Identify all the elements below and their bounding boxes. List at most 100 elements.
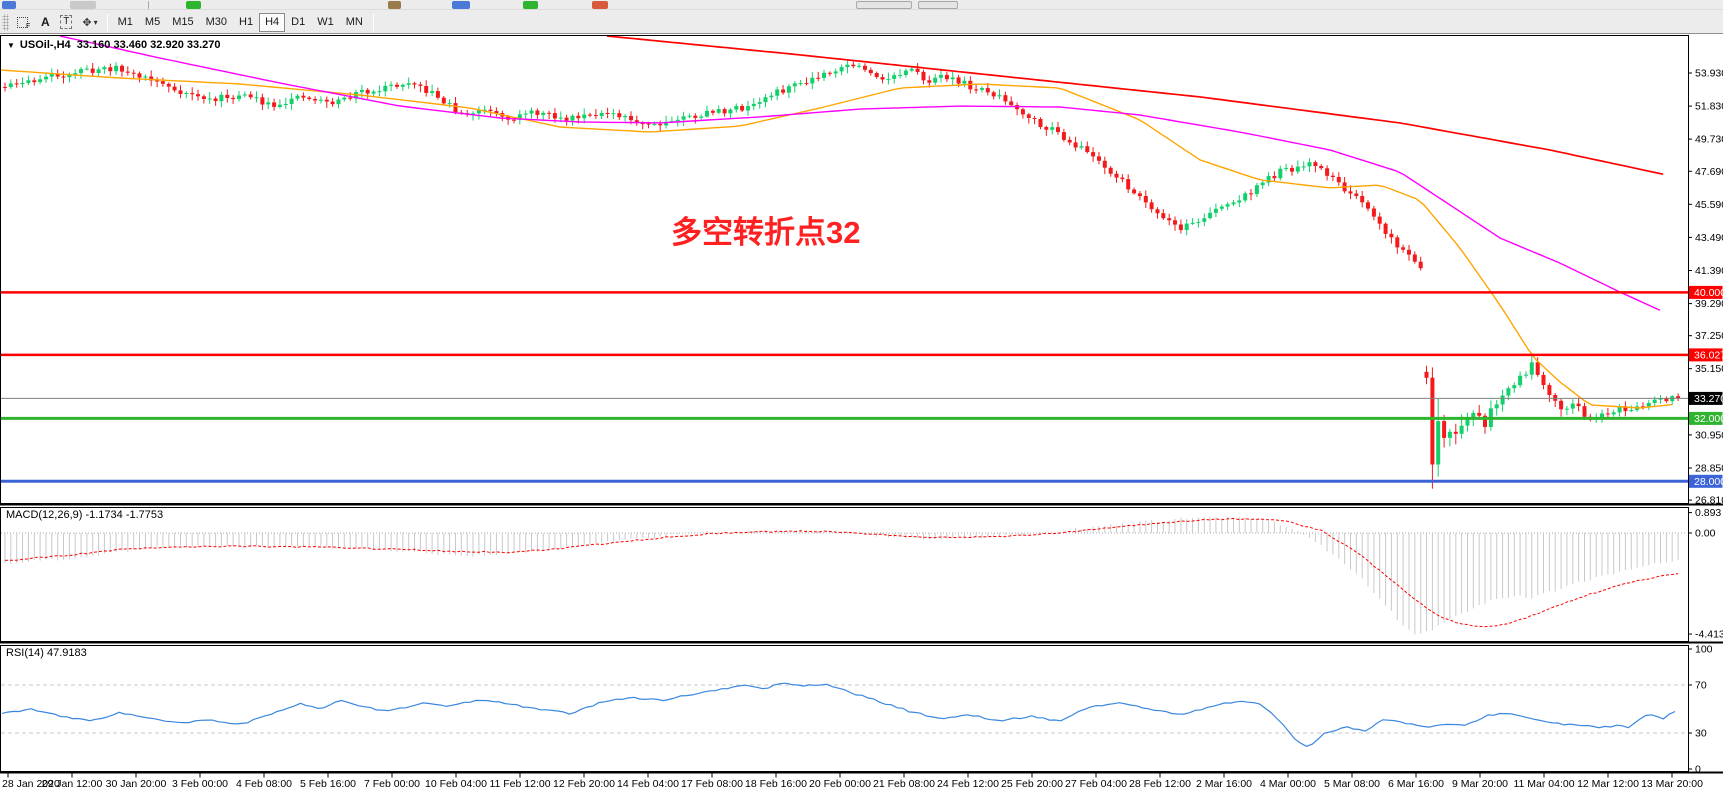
svg-text:28 Feb 12:00: 28 Feb 12:00 bbox=[1129, 778, 1191, 790]
svg-text:11 Feb 12:00: 11 Feb 12:00 bbox=[489, 778, 550, 790]
text-label-tool-button[interactable]: T bbox=[55, 13, 77, 32]
svg-text:30 Jan 20:00: 30 Jan 20:00 bbox=[106, 778, 167, 790]
chart-dropdown-arrow-icon[interactable]: ▼ bbox=[7, 40, 15, 50]
svg-text:18 Feb 16:00: 18 Feb 16:00 bbox=[745, 778, 807, 790]
toolbar-drag-handle[interactable] bbox=[2, 13, 9, 31]
timeframe-h1[interactable]: H1 bbox=[233, 13, 259, 32]
timeframe-m15[interactable]: M15 bbox=[166, 13, 199, 32]
svg-text:21 Feb 08:00: 21 Feb 08:00 bbox=[873, 778, 935, 790]
svg-text:29 Jan 12:00: 29 Jan 12:00 bbox=[42, 778, 103, 790]
price-level-label bbox=[1688, 411, 1723, 425]
shapes-dropdown-button[interactable]: ✥ ▾ bbox=[77, 13, 102, 32]
toolbar-separator bbox=[372, 13, 374, 31]
timeframe-mn[interactable]: MN bbox=[340, 13, 369, 32]
svg-text:12 Mar 12:00: 12 Mar 12:00 bbox=[1577, 778, 1639, 790]
macd-panel bbox=[1, 517, 1687, 635]
svg-text:53.930: 53.930 bbox=[1695, 68, 1723, 80]
svg-text:6 Mar 16:00: 6 Mar 16:00 bbox=[1388, 778, 1444, 790]
partial-button[interactable] bbox=[856, 1, 912, 9]
svg-text:9 Mar 20:00: 9 Mar 20:00 bbox=[1452, 778, 1508, 790]
svg-text:40.000: 40.000 bbox=[1694, 287, 1723, 299]
price-level-label bbox=[1688, 391, 1723, 405]
toolbar-row-main: F A T ✥ ▾ M1 M5 M15 M30 H1 H4 D1 W1 MN bbox=[0, 11, 378, 33]
svg-text:4 Feb 08:00: 4 Feb 08:00 bbox=[236, 778, 292, 790]
svg-text:28 Jan 2020: 28 Jan 2020 bbox=[2, 778, 60, 790]
f-label: F bbox=[26, 22, 31, 30]
template-f-icon-button[interactable]: F bbox=[12, 13, 35, 32]
axes: 53.930 51.830 49.730 47.690 45.590 43.490 41.3… bbox=[2, 68, 1723, 791]
svg-text:20 Feb 00:00: 20 Feb 00:00 bbox=[809, 778, 871, 790]
svg-text:36.027: 36.027 bbox=[1694, 349, 1723, 361]
svg-text:47.690: 47.690 bbox=[1695, 166, 1723, 178]
svg-text:37.250: 37.250 bbox=[1695, 330, 1723, 342]
price-level-label bbox=[1688, 285, 1723, 299]
timeframe-d1[interactable]: D1 bbox=[285, 13, 311, 32]
partial-icon[interactable] bbox=[388, 1, 401, 9]
partial-arrow-icon[interactable] bbox=[523, 1, 538, 9]
svg-text:25 Feb 20:00: 25 Feb 20:00 bbox=[1001, 778, 1063, 790]
svg-text:28.000: 28.000 bbox=[1694, 476, 1723, 488]
svg-text:5 Mar 08:00: 5 Mar 08:00 bbox=[1324, 778, 1380, 790]
dotted-box-icon bbox=[17, 16, 28, 28]
toolbar: F A T ✥ ▾ M1 M5 M15 M30 H1 H4 D1 W1 MN bbox=[0, 0, 1723, 34]
svg-text:70: 70 bbox=[1695, 680, 1707, 692]
svg-text:45.590: 45.590 bbox=[1695, 199, 1723, 211]
svg-text:3 Feb 00:00: 3 Feb 00:00 bbox=[172, 778, 228, 790]
svg-text:0: 0 bbox=[1695, 764, 1701, 776]
partial-chart-icon[interactable] bbox=[186, 1, 201, 9]
macd-indicator-label: MACD(12,26,9) -1.1734 -1.7753 bbox=[6, 509, 164, 521]
toolbar-row-partial bbox=[0, 0, 1723, 10]
partial-button[interactable] bbox=[918, 1, 958, 9]
letter-a-icon: A bbox=[40, 15, 50, 29]
partial-icon[interactable] bbox=[592, 1, 608, 9]
price-panel bbox=[1, 36, 1681, 489]
price-level-label bbox=[1688, 348, 1723, 362]
text-tool-button[interactable]: A bbox=[35, 13, 55, 32]
svg-text:0.893: 0.893 bbox=[1695, 507, 1721, 519]
timeframe-group: M1 M5 M15 M30 H1 H4 D1 W1 MN bbox=[112, 12, 369, 32]
rsi-line bbox=[1, 682, 1676, 747]
toolbar-separator bbox=[148, 1, 149, 9]
svg-text:32.000: 32.000 bbox=[1694, 413, 1723, 425]
svg-text:14 Feb 04:00: 14 Feb 04:00 bbox=[617, 778, 679, 790]
partial-magnifier-icon[interactable] bbox=[70, 1, 96, 9]
timeframe-w1[interactable]: W1 bbox=[311, 13, 340, 32]
svg-text:13 Mar 20:00: 13 Mar 20:00 bbox=[1641, 778, 1703, 790]
timeframe-h4[interactable]: H4 bbox=[259, 12, 286, 32]
chart-title-text: USOil-,H4 33.160 33.460 32.920 33.270 bbox=[19, 39, 221, 51]
svg-text:12 Feb 20:00: 12 Feb 20:00 bbox=[553, 778, 615, 790]
chart-title: ▼ USOil-,H4 33.160 33.460 32.920 33.270 bbox=[7, 39, 221, 51]
timeframe-m30[interactable]: M30 bbox=[200, 13, 233, 32]
svg-text:11 Mar 04:00: 11 Mar 04:00 bbox=[1513, 778, 1574, 790]
svg-text:10 Feb 04:00: 10 Feb 04:00 bbox=[425, 778, 487, 790]
svg-text:27 Feb 04:00: 27 Feb 04:00 bbox=[1065, 778, 1127, 790]
svg-text:33.270: 33.270 bbox=[1694, 393, 1723, 405]
svg-text:28.850: 28.850 bbox=[1695, 462, 1723, 474]
svg-text:35.150: 35.150 bbox=[1695, 363, 1723, 375]
partial-icon[interactable] bbox=[2, 1, 16, 9]
svg-text:30: 30 bbox=[1695, 728, 1707, 740]
svg-text:51.830: 51.830 bbox=[1695, 101, 1723, 113]
timeframe-m5[interactable]: M5 bbox=[139, 13, 166, 32]
svg-text:30.950: 30.950 bbox=[1695, 429, 1723, 441]
timeframe-m1[interactable]: M1 bbox=[112, 13, 139, 32]
svg-text:41.390: 41.390 bbox=[1695, 265, 1723, 277]
svg-text:17 Feb 08:00: 17 Feb 08:00 bbox=[681, 778, 743, 790]
svg-text:7 Feb 00:00: 7 Feb 00:00 bbox=[364, 778, 420, 790]
rsi-panel bbox=[1, 682, 1687, 747]
svg-text:2 Mar 16:00: 2 Mar 16:00 bbox=[1196, 778, 1252, 790]
svg-text:39.290: 39.290 bbox=[1695, 298, 1723, 310]
svg-text:43.490: 43.490 bbox=[1695, 232, 1723, 244]
letter-t-icon: T bbox=[60, 15, 73, 29]
toolbar-separator bbox=[106, 13, 108, 31]
shapes-icon: ✥ bbox=[82, 16, 92, 29]
svg-text:24 Feb 12:00: 24 Feb 12:00 bbox=[937, 778, 999, 790]
svg-text:49.730: 49.730 bbox=[1695, 134, 1723, 146]
partial-window-icon[interactable] bbox=[452, 1, 470, 9]
svg-text:100: 100 bbox=[1695, 644, 1713, 656]
svg-text:5 Feb 16:00: 5 Feb 16:00 bbox=[300, 778, 356, 790]
price-level-label bbox=[1688, 474, 1723, 488]
svg-text:0.00: 0.00 bbox=[1695, 528, 1716, 540]
